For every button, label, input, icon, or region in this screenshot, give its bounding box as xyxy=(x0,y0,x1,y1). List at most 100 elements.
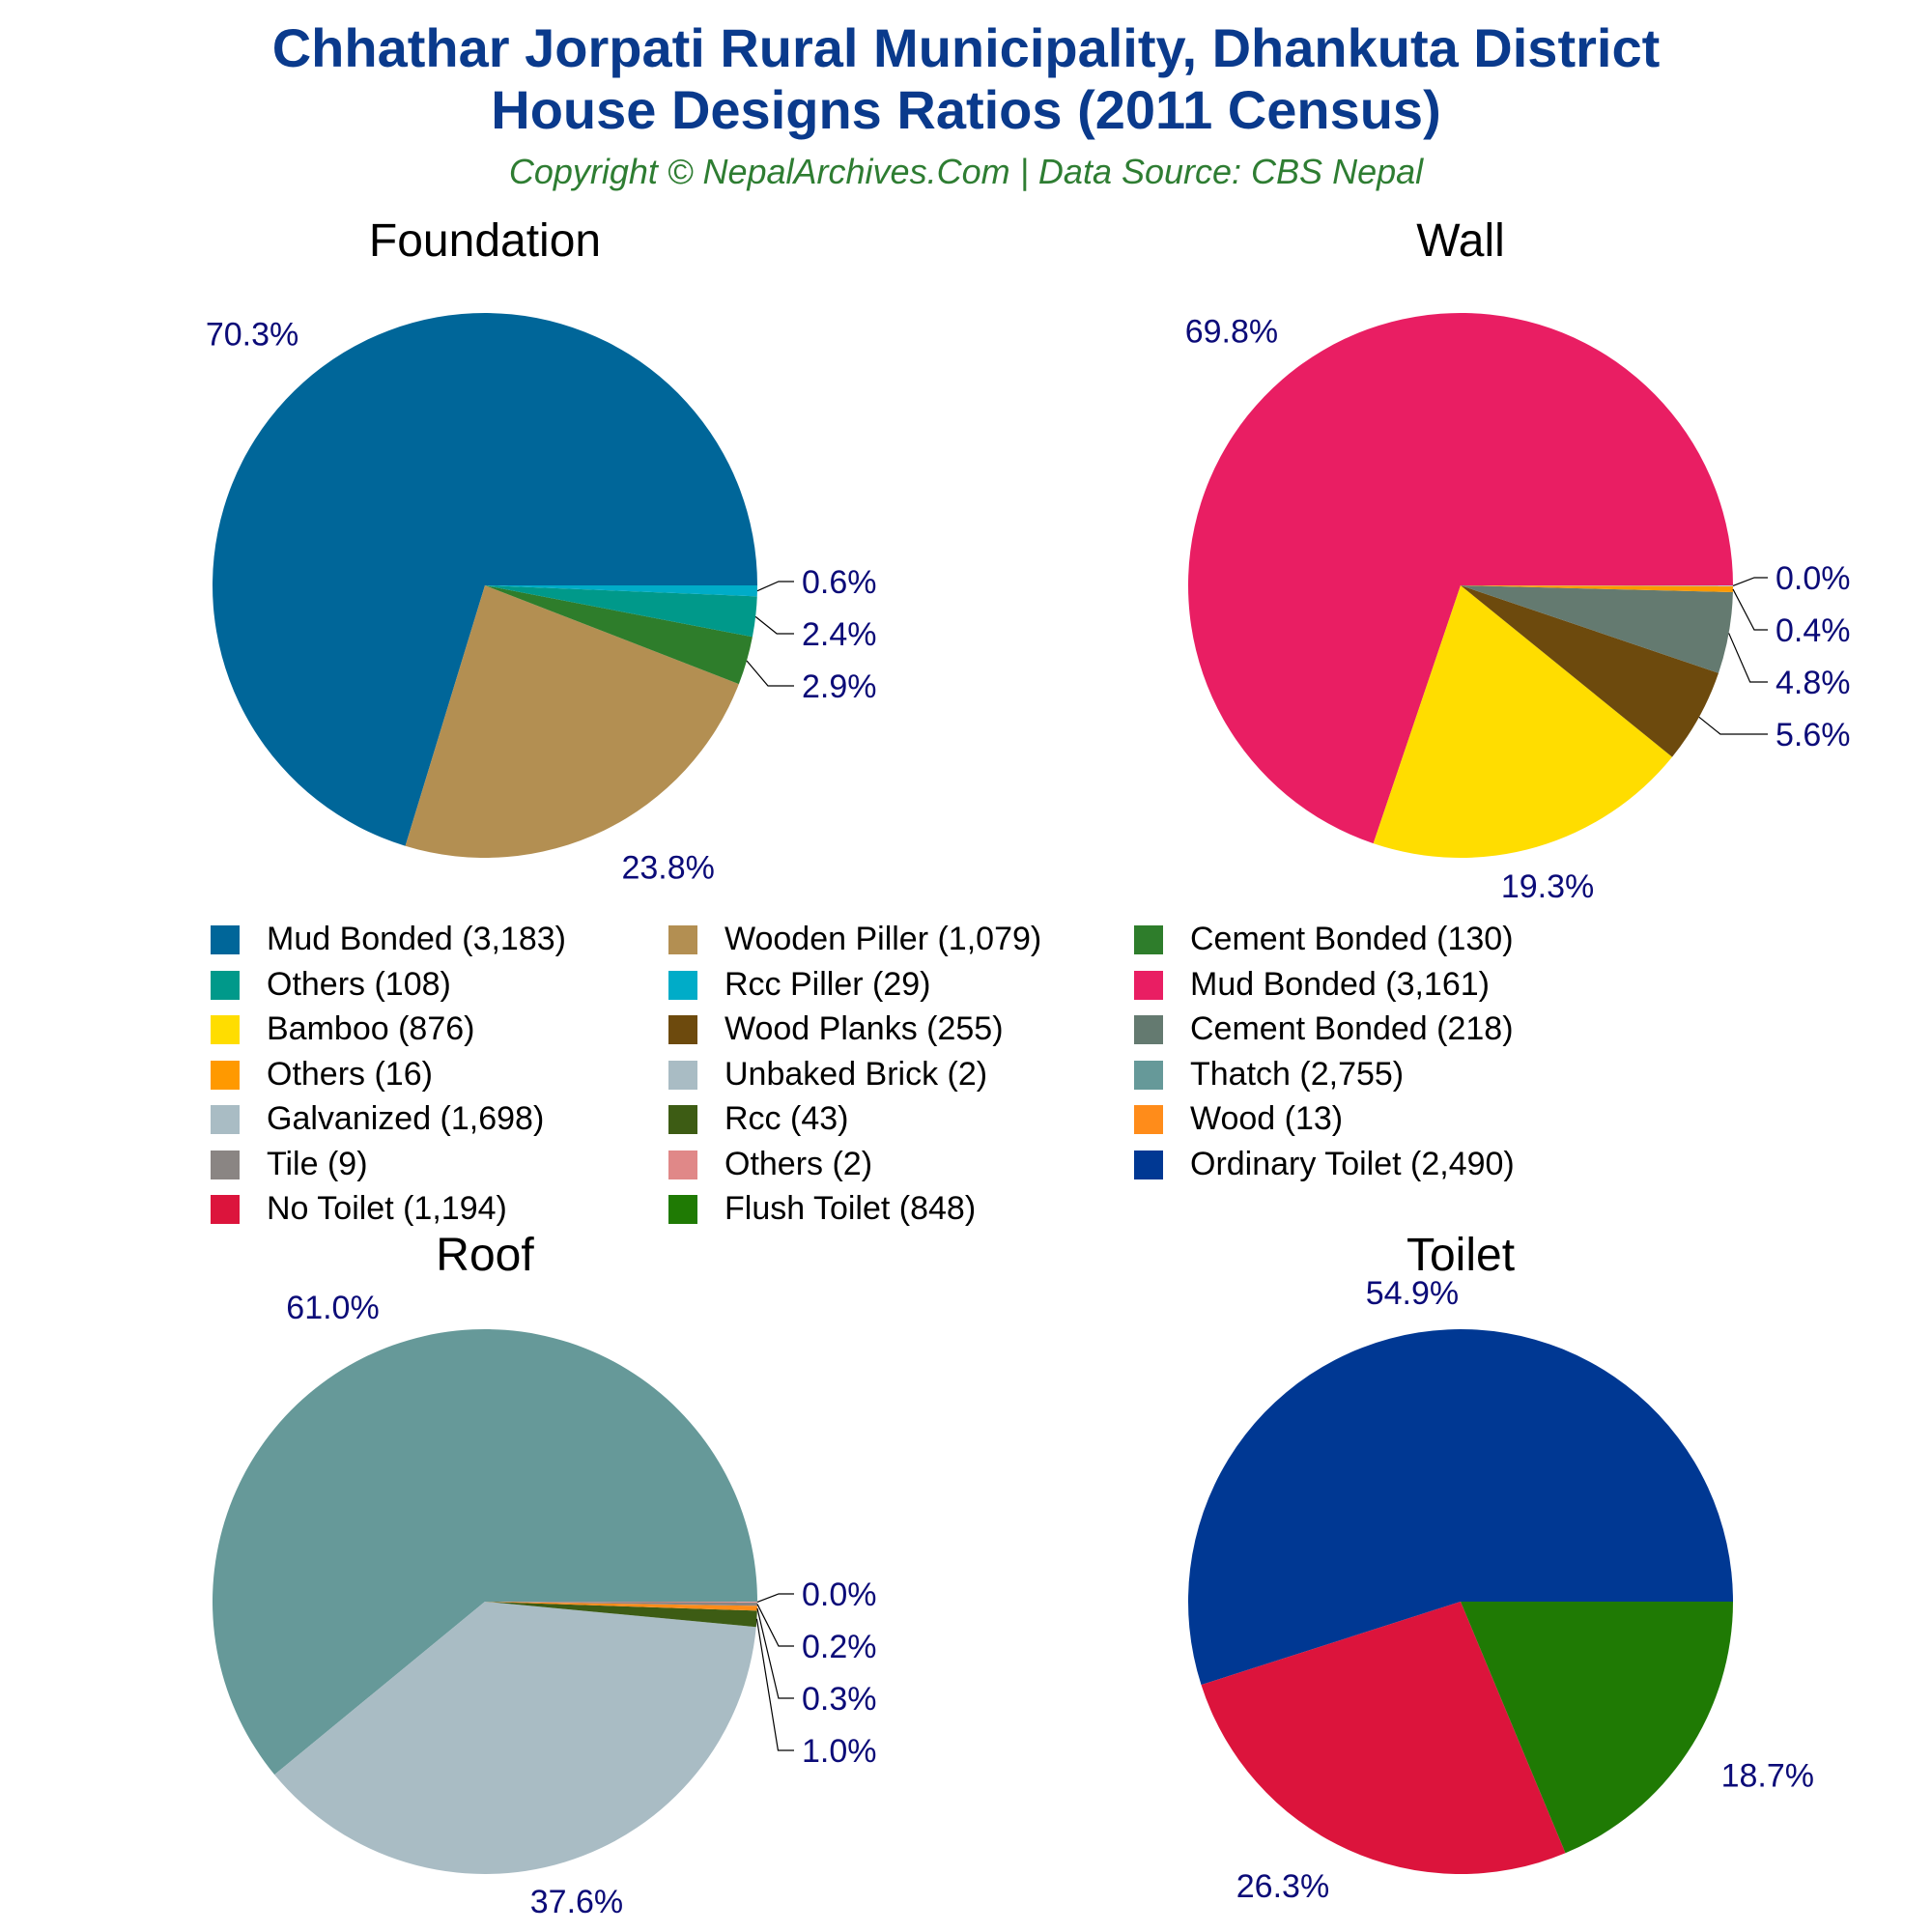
legend-swatch xyxy=(211,925,240,954)
legend-label: Bamboo (876) xyxy=(267,1010,475,1047)
wall-leader-cement-bonded xyxy=(1728,633,1768,683)
wall-slice-unbaked-brick xyxy=(1461,585,1733,586)
legend-swatch xyxy=(1134,1060,1163,1090)
foundation-slice-wooden-piller xyxy=(405,585,739,859)
foundation-pie-title: Foundation xyxy=(368,215,602,267)
roof-leader-wood xyxy=(756,1607,794,1699)
legend-label: Wood (13) xyxy=(1190,1100,1344,1137)
legend-swatch xyxy=(211,1015,240,1044)
toilet-label-ordinary-toilet: 54.9% xyxy=(1366,1275,1459,1312)
legend-swatch xyxy=(668,1195,697,1224)
wall-leader-unbaked-brick xyxy=(1732,577,1768,586)
legend-label: Rcc Piller (29) xyxy=(724,965,931,1003)
toilet-slice-ordinary-toilet xyxy=(1188,1328,1733,1686)
wall-label-bamboo: 19.3% xyxy=(1501,868,1594,905)
roof-label-wood: 0.3% xyxy=(802,1681,877,1718)
roof-label-galvanized: 37.6% xyxy=(530,1884,623,1920)
legend-swatch xyxy=(1134,1015,1163,1044)
roof-label-others: 0.0% xyxy=(802,1577,877,1613)
legend-swatch xyxy=(211,1105,240,1134)
legend-swatch xyxy=(668,1150,697,1179)
foundation-leader-others xyxy=(754,615,794,635)
wall-slice-bamboo xyxy=(1373,585,1673,858)
foundation-label-cement-bonded: 2.9% xyxy=(802,668,877,705)
legend-label: Others (108) xyxy=(267,965,451,1003)
legend-label: Ordinary Toilet (2,490) xyxy=(1190,1145,1515,1182)
wall-leader-wood-planks xyxy=(1698,716,1768,735)
legend-label: Mud Bonded (3,183) xyxy=(267,921,566,957)
copyright-subtitle: Copyright © NepalArchives.Com | Data Sou… xyxy=(508,152,1424,191)
legend-swatch xyxy=(1134,1105,1163,1134)
legend-swatch xyxy=(668,1105,697,1134)
toilet-slice-no-toilet xyxy=(1201,1602,1566,1875)
legend-label: Mud Bonded (3,161) xyxy=(1190,965,1490,1003)
roof-slice-others xyxy=(485,1602,757,1603)
wall-label-unbaked-brick: 0.0% xyxy=(1776,560,1851,597)
legend-label: Cement Bonded (130) xyxy=(1190,921,1514,957)
legend-swatch xyxy=(668,970,697,1000)
roof-leader-tile xyxy=(756,1604,794,1647)
legend-label: Flush Toilet (848) xyxy=(724,1190,977,1227)
legend-label: Rcc (43) xyxy=(724,1100,849,1137)
wall-pie-title: Wall xyxy=(1416,215,1505,267)
roof-label-tile: 0.2% xyxy=(802,1629,877,1665)
legend-swatch xyxy=(211,1150,240,1179)
legend-swatch xyxy=(211,1195,240,1224)
legend-swatch xyxy=(668,1015,697,1044)
toilet-slice-flush-toilet xyxy=(1461,1602,1733,1854)
wall-slice-wood-planks xyxy=(1461,585,1719,757)
wall-label-cement-bonded: 4.8% xyxy=(1776,665,1851,701)
roof-leader-others xyxy=(756,1593,794,1603)
toilet-label-flush-toilet: 18.7% xyxy=(1721,1758,1814,1795)
wall-slice-others xyxy=(1461,585,1733,593)
wall-label-mud-bonded: 69.8% xyxy=(1185,314,1278,351)
legend-label: Unbaked Brick (2) xyxy=(724,1055,988,1093)
foundation-slice-others xyxy=(485,585,757,638)
roof-label-rcc: 1.0% xyxy=(802,1733,877,1770)
foundation-slice-mud-bonded xyxy=(213,312,757,846)
chart-title-line-2: House Designs Ratios (2011 Census) xyxy=(491,79,1441,140)
legend-label: Thatch (2,755) xyxy=(1190,1055,1405,1093)
legend-label: No Toilet (1,194) xyxy=(267,1190,507,1227)
foundation-slice-rcc-piller xyxy=(485,585,757,597)
roof-pie-title: Roof xyxy=(436,1230,534,1281)
legend-swatch xyxy=(1134,1150,1163,1179)
legend-label: Others (16) xyxy=(267,1055,433,1093)
legend-swatch xyxy=(211,970,240,1000)
wall-label-others: 0.4% xyxy=(1776,612,1851,649)
title-block: Chhathar Jorpati Rural Municipality, Dha… xyxy=(0,17,1932,195)
wall-label-wood-planks: 5.6% xyxy=(1776,717,1851,753)
roof-slice-rcc xyxy=(485,1602,757,1628)
legend-label: Wood Planks (255) xyxy=(724,1010,1004,1047)
legend-label: Tile (9) xyxy=(267,1145,368,1182)
chart-title-line-1: Chhathar Jorpati Rural Municipality, Dha… xyxy=(271,17,1661,78)
roof-slice-tile xyxy=(485,1602,757,1606)
legend-swatch xyxy=(1134,925,1163,954)
wall-slice-mud-bonded xyxy=(1188,312,1733,844)
roof-leader-rcc xyxy=(755,1618,794,1751)
roof-label-thatch: 61.0% xyxy=(286,1290,379,1326)
toilet-pie-title: Toilet xyxy=(1406,1230,1516,1281)
foundation-label-mud-bonded: 70.3% xyxy=(206,317,298,354)
wall-leader-others xyxy=(1732,588,1768,631)
foundation-label-rcc-piller: 0.6% xyxy=(802,564,877,601)
wall-slice-cement-bonded xyxy=(1461,585,1733,673)
legend-swatch xyxy=(668,925,697,954)
roof-slice-wood xyxy=(485,1602,757,1611)
roof-slice-galvanized xyxy=(274,1602,756,1874)
legend-label: Galvanized (1,698) xyxy=(267,1100,545,1137)
toilet-label-no-toilet: 26.3% xyxy=(1236,1868,1329,1905)
legend-label: Others (2) xyxy=(724,1145,873,1182)
foundation-leader-rcc-piller xyxy=(756,581,794,592)
legend-swatch xyxy=(211,1060,240,1090)
foundation-label-wooden-piller: 23.8% xyxy=(621,849,714,886)
foundation-label-others: 2.4% xyxy=(802,616,877,653)
foundation-leader-cement-bonded xyxy=(746,660,794,687)
foundation-slice-cement-bonded xyxy=(485,585,753,685)
legend-label: Wooden Piller (1,079) xyxy=(724,921,1042,957)
legend-swatch xyxy=(668,1060,697,1090)
legend-swatch xyxy=(1134,970,1163,1000)
roof-slice-thatch xyxy=(212,1329,757,1776)
legend-label: Cement Bonded (218) xyxy=(1190,1010,1514,1047)
